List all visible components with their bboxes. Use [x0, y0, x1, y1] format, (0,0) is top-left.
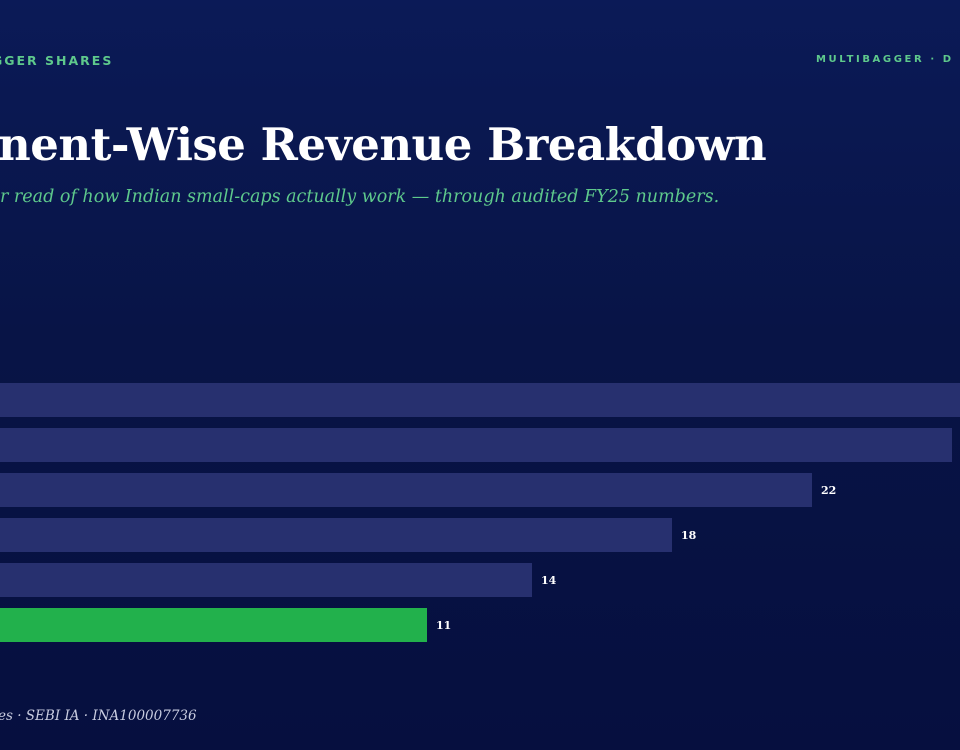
footer-disclaimer: es · SEBI IA · INA100007736: [0, 708, 197, 724]
bar-0: [0, 383, 960, 417]
bar-value-label-5: 11: [436, 619, 451, 632]
bar-5: [0, 608, 427, 642]
chart-title: nent-Wise Revenue Breakdown: [0, 118, 767, 171]
bar-value-label-4: 14: [541, 574, 557, 587]
bar-3: [0, 518, 672, 552]
chart-subtitle: r read of how Indian small-caps actually…: [0, 187, 720, 207]
bar-value-label-3: 18: [681, 529, 697, 542]
bar-2: [0, 473, 812, 507]
bar-4: [0, 563, 532, 597]
brand-right: MULTIBAGGER · D: [816, 54, 954, 65]
bar-value-label-2: 22: [821, 484, 836, 497]
bar-1: [0, 428, 952, 462]
brand-left: GGER SHARES: [0, 53, 114, 68]
